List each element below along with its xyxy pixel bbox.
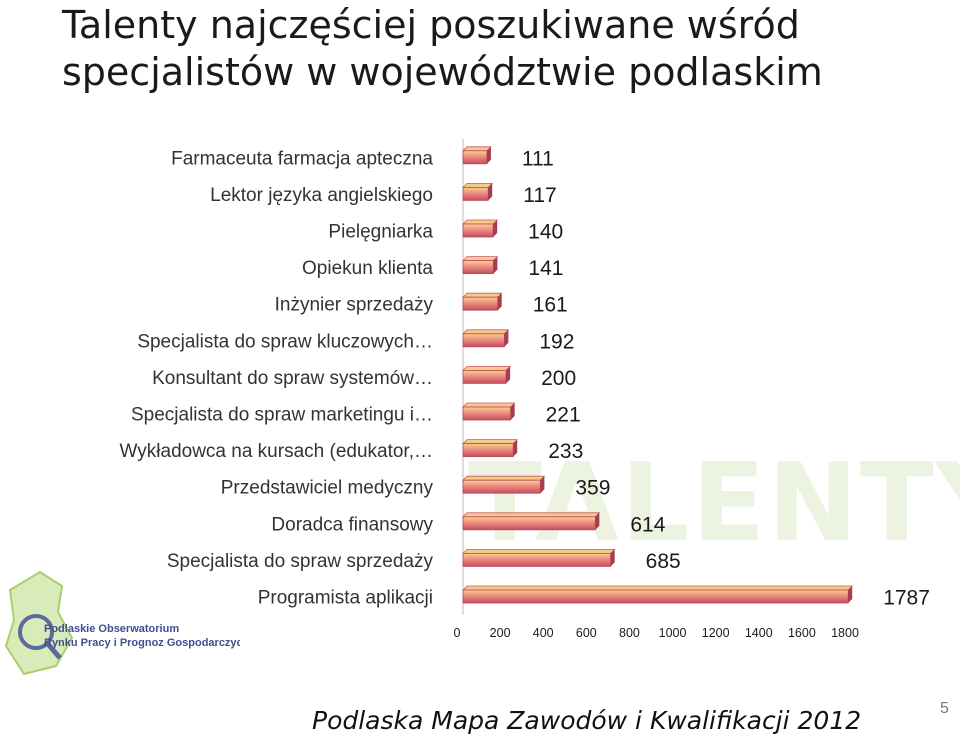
bar bbox=[462, 475, 546, 494]
bar-front-face bbox=[462, 223, 494, 238]
bar-side-face bbox=[595, 512, 600, 530]
bar-front-face bbox=[462, 443, 514, 458]
data-label: 200 bbox=[541, 367, 576, 390]
bar-front-face bbox=[462, 589, 849, 604]
bar-top-face bbox=[462, 219, 499, 225]
x-tick-label: 1000 bbox=[659, 626, 687, 640]
data-label: 161 bbox=[533, 294, 568, 317]
category-label: Opiekun klienta bbox=[302, 258, 433, 279]
logo-line-2: Rynku Pracy i Prognoz Gospodarczych bbox=[44, 637, 240, 649]
data-label: 1787 bbox=[883, 587, 930, 610]
x-tick-label: 400 bbox=[533, 626, 554, 640]
data-label: 614 bbox=[630, 513, 665, 536]
bar bbox=[462, 512, 601, 531]
bar-side-face bbox=[510, 403, 515, 420]
data-label: 221 bbox=[546, 404, 581, 427]
bar-side-face bbox=[848, 586, 853, 603]
bar-side-face bbox=[488, 183, 493, 201]
category-label: Przedstawiciel medyczny bbox=[221, 478, 434, 499]
x-tick-label: 600 bbox=[576, 626, 597, 640]
region-map-icon bbox=[4, 570, 74, 676]
data-label: 192 bbox=[539, 330, 574, 353]
data-label: 359 bbox=[575, 477, 610, 500]
x-tick-label: 1600 bbox=[788, 626, 816, 640]
bar-top-face bbox=[462, 182, 494, 188]
bar-top-face bbox=[462, 329, 510, 335]
bar-front-face bbox=[462, 406, 512, 421]
category-label: Farmaceuta farmacja apteczna bbox=[171, 148, 433, 169]
bar-front-face bbox=[462, 479, 541, 494]
bar-side-face bbox=[513, 439, 518, 457]
category-label: Doradca finansowy bbox=[271, 514, 433, 535]
data-label: 233 bbox=[548, 440, 583, 463]
data-label: 140 bbox=[528, 221, 563, 244]
bar-top-face bbox=[462, 439, 519, 445]
x-tick-label: 0 bbox=[454, 626, 461, 640]
bar-front-face bbox=[462, 260, 494, 275]
bar bbox=[462, 182, 494, 201]
bar-side-face bbox=[493, 220, 498, 237]
category-label: Lektor języka angielskiego bbox=[210, 185, 433, 206]
bar bbox=[462, 549, 616, 567]
bar bbox=[462, 402, 516, 421]
bar-top-face bbox=[462, 292, 503, 298]
data-label: 685 bbox=[646, 550, 681, 573]
bar bbox=[462, 219, 499, 238]
bar bbox=[462, 292, 503, 311]
bar-front-face bbox=[462, 333, 505, 348]
bar bbox=[462, 585, 854, 604]
logo: Podlaskie Obserwatorium Rynku Pracy i Pr… bbox=[4, 570, 240, 676]
category-label: Wykładowca na kursach (edukator,… bbox=[120, 441, 433, 462]
bar-side-face bbox=[486, 146, 491, 164]
category-label: Konsultant do spraw systemów… bbox=[152, 368, 433, 389]
x-tick-label: 1200 bbox=[702, 626, 730, 640]
magnifier-icon bbox=[18, 614, 54, 650]
watermark: TALENTY bbox=[468, 441, 960, 566]
bar-front-face bbox=[462, 516, 596, 531]
bar bbox=[462, 256, 499, 275]
bar-side-face bbox=[497, 293, 502, 311]
bar-top-face bbox=[462, 146, 492, 152]
x-tick-label: 200 bbox=[490, 626, 511, 640]
bar-top-face bbox=[462, 256, 499, 262]
bar-front-face bbox=[462, 296, 499, 311]
bar bbox=[462, 439, 519, 458]
bar-front-face bbox=[462, 369, 507, 384]
data-label: 117 bbox=[523, 184, 556, 207]
category-label: Specjalista do spraw marketingu i… bbox=[131, 405, 433, 426]
bar bbox=[462, 329, 510, 348]
bar-front-face bbox=[462, 553, 612, 567]
x-tick-label: 1800 bbox=[831, 626, 859, 640]
bar-front-face bbox=[462, 186, 489, 201]
page-number: 5 bbox=[940, 700, 949, 717]
data-label: 111 bbox=[522, 147, 554, 170]
bar bbox=[462, 365, 512, 384]
bar-front-face bbox=[462, 150, 488, 165]
bar-top-face bbox=[462, 512, 601, 518]
bar-side-face bbox=[610, 549, 615, 567]
category-label: Specjalista do spraw kluczowych… bbox=[137, 331, 433, 352]
x-tick-label: 800 bbox=[619, 626, 640, 640]
bar-side-face bbox=[540, 476, 545, 494]
bar-side-face bbox=[506, 366, 511, 384]
category-label: Inżynier sprzedaży bbox=[275, 295, 434, 316]
bar-top-face bbox=[462, 475, 546, 481]
bar-top-face bbox=[462, 402, 516, 408]
page-title: Talenty najczęściej poszukiwane wśród sp… bbox=[62, 3, 823, 94]
category-label: Pielęgniarka bbox=[328, 222, 433, 243]
bar-top-face bbox=[462, 549, 616, 554]
data-label: 141 bbox=[528, 257, 563, 280]
footer-caption: Podlaska Mapa Zawodów i Kwalifikacji 201… bbox=[312, 706, 862, 735]
bar bbox=[462, 146, 492, 165]
category-label: Specjalista do spraw sprzedaży bbox=[167, 551, 434, 572]
category-label: Programista aplikacji bbox=[258, 588, 433, 609]
logo-line-1: Podlaskie Obserwatorium bbox=[44, 623, 179, 635]
bar-side-face bbox=[493, 256, 498, 274]
bar-top-face bbox=[462, 585, 854, 591]
bar-top-face bbox=[462, 365, 512, 371]
x-tick-label: 1400 bbox=[745, 626, 773, 640]
bar-side-face bbox=[504, 329, 509, 347]
